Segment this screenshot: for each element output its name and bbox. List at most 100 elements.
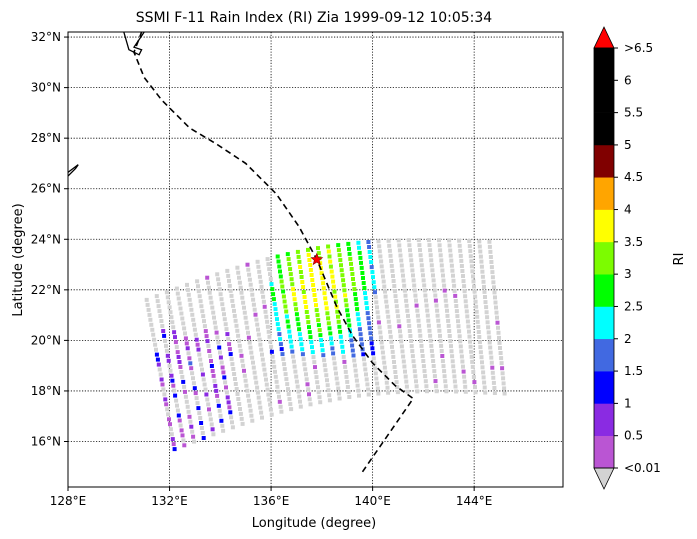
swath-point [316,251,321,256]
swath-point [364,372,368,377]
swath-point [234,323,239,328]
swath-point [257,274,262,279]
swath-point [395,309,400,314]
swath-point [164,343,168,348]
swath-point [266,262,271,267]
swath-point [483,295,487,299]
swath-point [462,379,467,384]
swath-point [270,287,275,292]
swath-point [156,362,161,367]
x-tick-label: 132°E [151,494,188,508]
swath-point [183,336,188,341]
swath-point [392,284,397,288]
swath-point [361,352,366,357]
swath-point [418,248,422,253]
swath-point [457,329,462,334]
swath-point [478,345,483,350]
swath-point [229,415,234,420]
swath-point [461,369,466,374]
swath-point [381,274,385,279]
swath-point [238,411,243,416]
swath-point [191,376,195,381]
swath-point [433,293,438,298]
swath-point [237,280,242,285]
swath-point [216,403,221,408]
swath-point [493,295,497,300]
colorbar-segment [594,306,614,340]
swath-point [449,344,453,349]
swath-point [453,299,458,303]
swath-point [191,317,196,322]
swath-point [215,272,220,277]
swath-point [466,324,471,329]
swath-point [438,338,443,343]
swath-point [186,351,191,356]
swath-point [177,360,182,364]
swath-point [454,309,459,314]
swath-point [439,343,444,348]
swath-point [247,272,252,277]
swath-point [199,304,204,309]
storm-track-line [133,32,415,473]
swath-point [400,268,405,273]
swath-point [441,364,446,369]
swath-point [374,300,379,305]
swath-point [406,313,410,318]
swath-point [392,365,397,369]
swath-point [444,389,449,394]
swath-point [277,264,282,269]
swath-point [167,417,171,422]
swath-point [405,389,410,394]
swath-point [223,322,228,327]
swath-point [225,268,230,273]
swath-point [452,288,457,293]
swath-point [376,391,381,396]
swath-point [174,286,179,291]
swath-point [285,252,290,257]
swath-point [207,349,212,353]
swath-point [210,427,215,432]
swath-point [295,384,300,389]
swath-point [192,327,197,332]
swath-point [397,243,402,248]
swath-point [228,410,233,415]
swath-point [184,399,189,404]
swath-point [432,369,437,374]
swath-point [460,359,465,364]
swath-point [251,360,255,365]
swath-point [157,367,162,372]
swath-point [354,378,359,383]
swath-point [328,331,333,336]
swath-point [483,300,488,305]
swath-point [207,407,211,412]
swath-point [478,254,483,259]
swath-point [479,355,484,360]
swath-point [329,269,334,274]
swath-point [491,280,496,285]
swath-point [486,330,491,335]
swath-point [434,303,439,308]
swath-point [190,429,195,434]
swath-point [401,359,406,364]
swath-point [358,332,363,337]
swath-point [490,270,495,275]
swath-point [257,269,262,274]
swath-point [402,283,407,288]
storm-track [133,32,415,473]
swath-point [255,390,260,395]
swath-point [469,264,474,269]
swath-point [355,312,360,317]
swath-point [144,297,149,302]
swath-point [369,336,374,341]
swath-point [209,300,214,305]
swath-point [174,345,179,350]
swath-point [293,369,298,374]
swath-point [216,277,221,282]
swath-point [209,364,214,368]
swath-point [455,314,460,319]
swath-point [266,392,271,397]
swath-point [265,257,270,262]
swath-point [421,364,426,369]
y-tick-label: 28°N [31,131,61,145]
swath-point [208,417,213,422]
